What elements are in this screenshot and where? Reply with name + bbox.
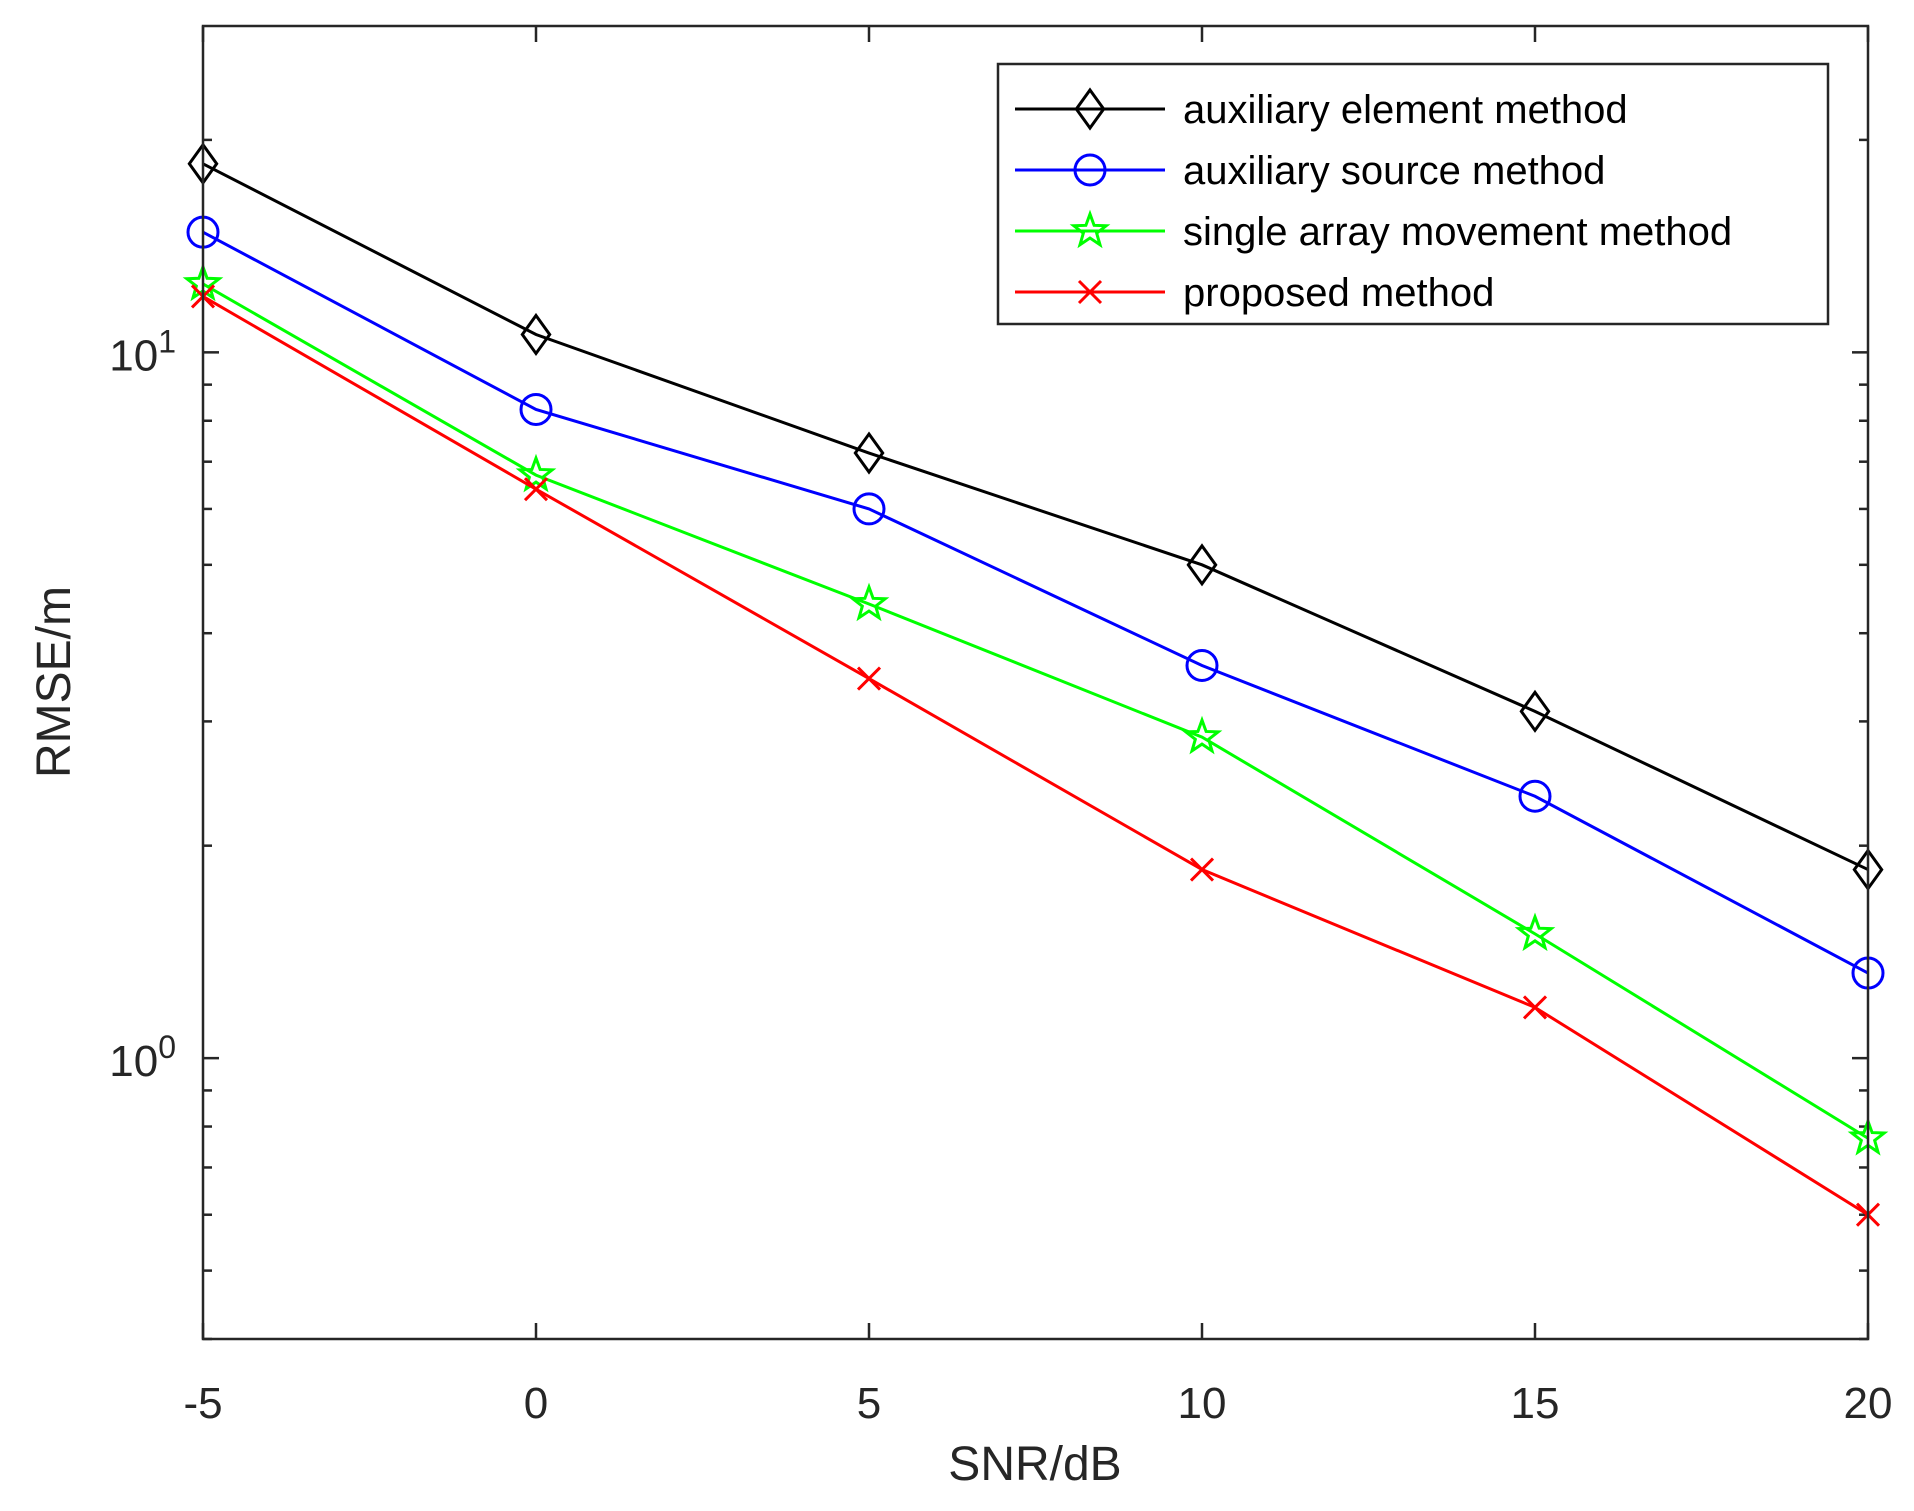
y-tick-label: 100 <box>109 1029 176 1086</box>
data-point <box>848 582 890 622</box>
x-axis-title: SNR/dB <box>948 1438 1121 1491</box>
legend-marker <box>1073 153 1107 187</box>
data-point <box>1518 779 1552 813</box>
data-point <box>523 477 549 502</box>
legend-marker <box>1077 279 1103 305</box>
legend-entry: single array movement method <box>1015 209 1732 254</box>
legend-box <box>996 62 1830 326</box>
legend: auxiliary element method auxiliary source… <box>996 62 1830 326</box>
data-point <box>1185 649 1219 683</box>
data-point <box>1522 995 1548 1020</box>
x-tick-label: 10 <box>1178 1379 1227 1428</box>
series-line <box>202 162 1869 871</box>
data-point <box>852 492 886 526</box>
legend-label: auxiliary source method <box>1183 149 1605 193</box>
series-line <box>202 282 1869 1140</box>
data-point <box>1189 857 1215 882</box>
data-point <box>853 431 885 475</box>
legend-entry: auxiliary source method <box>1015 149 1605 193</box>
data-point <box>520 312 552 357</box>
series-line <box>202 295 1869 1216</box>
plot-frame <box>201 24 1870 1341</box>
x-tick-label: 5 <box>857 1379 881 1428</box>
data-point <box>1519 689 1551 733</box>
legend-marker <box>1074 87 1106 131</box>
data-point <box>856 666 882 691</box>
y-axis-title: RMSE/m <box>28 586 81 778</box>
data-point <box>515 453 557 493</box>
y-tick-label: 101 <box>109 323 176 380</box>
legend-marker <box>1069 209 1111 249</box>
x-tick-label: 15 <box>1511 1379 1560 1428</box>
data-point <box>1186 543 1218 587</box>
data-point <box>1181 715 1223 755</box>
x-tick-label: 0 <box>524 1379 548 1428</box>
data-point <box>519 392 553 426</box>
x-tick-label: -5 <box>183 1379 222 1428</box>
legend-entry: auxiliary element method <box>1015 87 1628 132</box>
legend-label: auxiliary element method <box>1183 88 1628 132</box>
series-line <box>202 230 1869 975</box>
x-tick-label: 20 <box>1844 1379 1893 1428</box>
legend-label: proposed method <box>1183 271 1494 315</box>
data-point <box>1514 912 1556 952</box>
x-tick-labels: -5 0 5 10 15 20 <box>183 1379 1892 1428</box>
y-tick-labels: 100 101 <box>109 323 176 1086</box>
legend-label: single array movement method <box>1183 210 1732 254</box>
legend-entry: proposed method <box>1015 271 1494 315</box>
